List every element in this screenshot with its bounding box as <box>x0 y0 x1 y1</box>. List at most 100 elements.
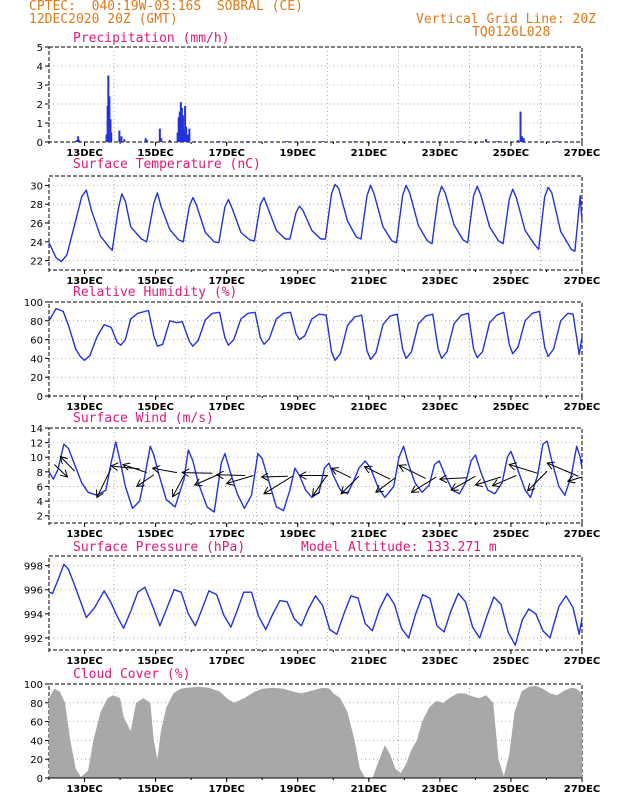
wind-direction-arrow <box>331 468 352 479</box>
precip-bar <box>77 136 80 142</box>
cloud-area <box>49 685 582 778</box>
wind-ytick-label: 12 <box>30 439 43 450</box>
temp-xtick-label: 27DEC <box>564 276 600 287</box>
precip-bar <box>105 134 108 142</box>
precip-bar <box>353 141 356 142</box>
wind-direction-arrow <box>60 457 75 472</box>
precip-bar <box>286 141 289 142</box>
cloud-xtick-label: 27DEC <box>564 784 600 795</box>
header-model-id: TQ0126L028 <box>472 25 551 40</box>
precip-bar <box>176 132 179 142</box>
wind-direction-arrow <box>451 475 476 490</box>
precip-bar <box>118 130 121 142</box>
wind-direction-arrow <box>97 467 112 497</box>
precip-xtick-label: 15DEC <box>137 148 173 159</box>
pres-xtick-label: 15DEC <box>137 656 173 667</box>
precip-bar <box>188 128 191 142</box>
precip-bar <box>218 141 221 142</box>
wind-frame <box>48 427 583 524</box>
precip-xtick-label: 17DEC <box>208 148 244 159</box>
cloud-ytick-label: 60 <box>30 718 43 729</box>
rh-xtick-label: 21DEC <box>351 402 387 413</box>
pres-ytick-label: 998 <box>24 562 43 573</box>
temp-frame <box>48 175 583 271</box>
precip-bar <box>460 141 463 142</box>
precip-bar <box>76 140 79 142</box>
wind-direction-arrow <box>195 474 218 485</box>
precip-bar <box>183 130 186 142</box>
rh-xtick-label: 23DEC <box>422 402 458 413</box>
wind-direction-arrow <box>440 478 467 479</box>
wind-direction-arrow <box>173 475 185 497</box>
temp-xtick-label: 19DEC <box>280 276 316 287</box>
pres-xtick-label: 25DEC <box>493 656 529 667</box>
pres-xtick-label: 19DEC <box>280 656 316 667</box>
precip-bar <box>321 141 324 142</box>
temp-ytick-label: 26 <box>30 219 43 230</box>
temp-xtick-label: 17DEC <box>208 276 244 287</box>
precip-bar <box>160 138 163 142</box>
precip-ytick-label: 4 <box>37 62 43 73</box>
cloud-xtick-label: 25DEC <box>493 784 529 795</box>
pres-series-line <box>48 563 583 646</box>
precip-bar <box>185 126 188 142</box>
temp-ytick-label: 28 <box>30 200 43 211</box>
precip-bar <box>485 139 488 142</box>
cloud-xtick-label: 19DEC <box>280 784 316 795</box>
temp-series-line <box>48 183 583 263</box>
precip-bar <box>184 105 187 142</box>
pres-xtick-label: 13DEC <box>66 656 102 667</box>
cloud-title: Cloud Cover (%) <box>73 667 190 682</box>
precip-bar <box>75 141 78 142</box>
wind-direction-arrow <box>411 476 437 492</box>
precip-bar <box>109 119 112 142</box>
wind-direction-arrow <box>547 463 579 477</box>
cloud-ytick-label: 20 <box>30 755 43 766</box>
precip-ytick-label: 2 <box>37 100 43 111</box>
wind-direction-arrow <box>264 475 293 494</box>
wind-direction-arrow <box>365 467 391 480</box>
wind-xtick-label: 17DEC <box>208 529 244 540</box>
wind-xtick-label: 19DEC <box>280 529 316 540</box>
precip-ytick-label: 0 <box>37 138 43 149</box>
precip-bar <box>123 139 126 142</box>
wind-direction-arrow <box>475 476 502 485</box>
rh-ytick-label: 80 <box>30 317 43 328</box>
precip-bar <box>421 141 424 142</box>
precip-frame <box>48 46 583 143</box>
wind-ytick-label: 10 <box>30 453 43 464</box>
precip-xtick-label: 19DEC <box>280 148 316 159</box>
precip-bar <box>178 111 181 142</box>
precip-bar <box>180 107 183 142</box>
wind-xtick-label: 15DEC <box>137 529 173 540</box>
precip-bar <box>120 136 123 142</box>
wind-direction-arrow <box>492 475 517 486</box>
precip-ytick-label: 1 <box>37 119 43 130</box>
header-grid-line: Vertical Grid Line: 20Z <box>416 12 597 27</box>
temp-xtick-label: 23DEC <box>422 276 458 287</box>
wind-direction-arrow <box>261 476 288 477</box>
wind-direction-arrow <box>568 477 583 481</box>
rh-ytick-label: 0 <box>37 392 43 403</box>
pres-ytick-label: 996 <box>24 586 43 597</box>
precip-bar <box>177 117 180 142</box>
rh-title: Relative Humidity (%) <box>73 285 237 300</box>
rh-frame <box>48 301 583 397</box>
wind-xtick-label: 13DEC <box>66 529 102 540</box>
temp-ytick-label: 24 <box>30 238 43 249</box>
precip-bar <box>246 141 249 142</box>
pres-xtick-label: 23DEC <box>422 656 458 667</box>
precip-bar <box>110 132 113 142</box>
wind-xtick-label: 25DEC <box>493 529 529 540</box>
cloud-xtick-label: 17DEC <box>208 784 244 795</box>
wind-direction-arrow <box>227 475 254 484</box>
wind-xtick-label: 27DEC <box>564 529 600 540</box>
wind-title: Surface Wind (m/s) <box>73 411 214 426</box>
precip-bar <box>78 140 81 142</box>
precip-title: Precipitation (mm/h) <box>73 31 230 46</box>
precip-bar <box>378 141 381 142</box>
cloud-ytick-label: 40 <box>30 736 43 747</box>
temp-title: Surface Temperature (nC) <box>73 157 261 172</box>
pres-xtick-label: 21DEC <box>351 656 387 667</box>
